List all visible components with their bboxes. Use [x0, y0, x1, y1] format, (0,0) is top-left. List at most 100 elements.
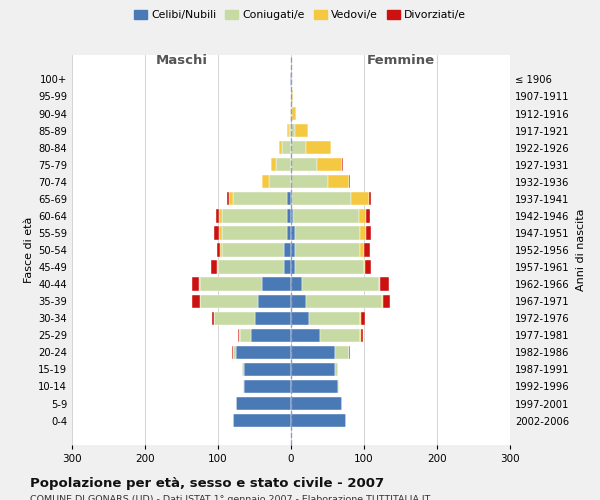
Bar — [262, 278, 291, 291]
Bar — [221, 226, 287, 239]
Bar — [361, 312, 365, 325]
Bar — [364, 260, 365, 274]
Bar — [349, 346, 350, 359]
Bar — [287, 226, 291, 239]
Bar — [217, 260, 218, 274]
Bar — [293, 209, 359, 222]
Bar — [291, 260, 295, 274]
Bar — [342, 158, 343, 172]
Bar — [364, 244, 370, 256]
Bar — [291, 90, 292, 103]
Bar — [290, 72, 291, 86]
Bar — [291, 124, 295, 137]
Bar — [335, 346, 349, 359]
Bar — [291, 209, 293, 222]
Bar — [290, 107, 291, 120]
Bar — [236, 397, 291, 410]
Bar — [335, 363, 338, 376]
Bar — [242, 363, 244, 376]
Bar — [244, 380, 291, 393]
Bar — [243, 380, 244, 393]
Bar — [366, 209, 370, 222]
Bar — [214, 226, 220, 239]
Bar — [220, 209, 221, 222]
Bar — [232, 346, 233, 359]
Bar — [233, 414, 291, 428]
Bar — [251, 328, 291, 342]
Legend: Celibi/Nubili, Coniugati/e, Vedovi/e, Divorziati/e: Celibi/Nubili, Coniugati/e, Vedovi/e, Di… — [130, 6, 470, 25]
Bar — [365, 260, 371, 274]
Bar — [305, 141, 331, 154]
Bar — [240, 328, 251, 342]
Bar — [192, 278, 199, 291]
Bar — [292, 107, 296, 120]
Bar — [278, 141, 282, 154]
Text: COMUNE DI GONARS (UD) - Dati ISTAT 1° gennaio 2007 - Elaborazione TUTTITALIA.IT: COMUNE DI GONARS (UD) - Dati ISTAT 1° ge… — [30, 495, 430, 500]
Bar — [292, 90, 293, 103]
Bar — [289, 124, 291, 137]
Bar — [295, 226, 361, 239]
Bar — [349, 175, 350, 188]
Bar — [221, 209, 287, 222]
Bar — [291, 107, 292, 120]
Bar — [218, 260, 284, 274]
Bar — [214, 312, 254, 325]
Bar — [217, 244, 220, 256]
Bar — [291, 294, 305, 308]
Bar — [233, 192, 287, 205]
Bar — [328, 175, 349, 188]
Bar — [287, 209, 291, 222]
Bar — [254, 312, 291, 325]
Bar — [244, 363, 291, 376]
Bar — [269, 175, 291, 188]
Bar — [291, 346, 335, 359]
Bar — [284, 244, 291, 256]
Bar — [291, 397, 342, 410]
Bar — [193, 294, 200, 308]
Bar — [258, 294, 291, 308]
Bar — [287, 192, 291, 205]
Bar — [302, 278, 379, 291]
Bar — [291, 244, 295, 256]
Bar — [220, 226, 221, 239]
Bar — [239, 328, 240, 342]
Bar — [291, 328, 320, 342]
Bar — [227, 192, 229, 205]
Bar — [317, 158, 342, 172]
Text: Maschi: Maschi — [155, 54, 208, 68]
Bar — [236, 346, 291, 359]
Bar — [361, 226, 366, 239]
Bar — [287, 124, 289, 137]
Bar — [233, 346, 236, 359]
Y-axis label: Anni di nascita: Anni di nascita — [577, 209, 586, 291]
Bar — [271, 158, 277, 172]
Bar — [277, 158, 291, 172]
Bar — [361, 328, 362, 342]
Bar — [379, 278, 380, 291]
Bar — [295, 124, 308, 137]
Bar — [369, 192, 371, 205]
Bar — [238, 328, 239, 342]
Bar — [361, 244, 364, 256]
Bar — [221, 244, 284, 256]
Bar — [295, 244, 361, 256]
Bar — [359, 209, 366, 222]
Bar — [291, 226, 295, 239]
Bar — [291, 363, 335, 376]
Bar — [309, 312, 361, 325]
Bar — [200, 294, 258, 308]
Bar — [282, 141, 291, 154]
Bar — [291, 175, 328, 188]
Bar — [211, 260, 217, 274]
Bar — [212, 312, 214, 325]
Bar — [295, 260, 364, 274]
Bar — [291, 72, 292, 86]
Bar — [262, 175, 269, 188]
Bar — [291, 414, 346, 428]
Bar — [291, 192, 292, 205]
Bar — [291, 278, 302, 291]
Bar — [199, 278, 200, 291]
Bar — [380, 278, 389, 291]
Bar — [200, 278, 262, 291]
Bar — [291, 380, 338, 393]
